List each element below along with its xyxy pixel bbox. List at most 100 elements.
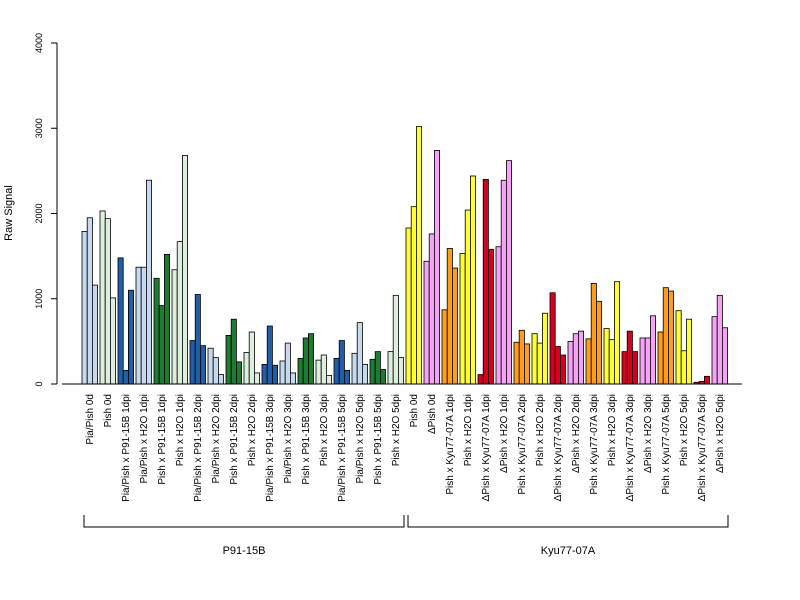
x-tick-label: Pish x H2O 1dpi [175,394,186,466]
bar [320,354,327,385]
bar [387,351,394,385]
bar [505,160,512,385]
bar [397,357,404,385]
group-label: Kyu77-07A [541,545,596,557]
x-tick-label: Pish 0d [409,394,420,427]
bar [243,352,250,385]
x-tick-label: Pish x H2O 2dpi [247,394,258,466]
bar [572,333,579,385]
bar [626,330,633,385]
bar [680,350,687,385]
bar [194,294,201,385]
bar [536,342,543,385]
bar [657,331,664,385]
bar [531,333,538,385]
bar [482,178,489,385]
bar [158,305,165,385]
bar [554,346,561,385]
x-tick-label: Pish x H2O 3dpi [319,394,330,466]
bar [560,354,567,385]
y-axis: 0 1000 2000 3000 4000 [34,33,58,387]
bar [181,155,188,385]
bar [266,325,273,385]
x-tick-label: Pish x Kyu77-07A 5dpi [661,394,672,495]
bar [343,369,350,385]
x-tick-label: ΔPish x H2O 1dpi [499,394,510,473]
bar [279,360,286,385]
x-tick-label: ΔPish x Kyu77-07A 3dpi [625,394,636,501]
group-brackets: P91-15B Kyu77-07A [83,515,729,557]
bar [495,246,502,385]
bar [405,227,412,385]
group-bracket [407,515,729,528]
bar [284,342,291,385]
y-tick-label: 3000 [34,118,44,138]
bar [603,328,610,385]
bar [614,281,621,385]
x-tick-label: Pish x H2O 2dpi [535,394,546,466]
bar [578,330,585,385]
y-tick-label: 2000 [34,203,44,223]
bar [415,126,422,385]
x-tick-label: Pia/Pish x H2O 1dpi [139,394,150,484]
x-tick-label: Pia/Pish x H2O 3dpi [283,394,294,484]
bar [110,297,117,385]
bar [361,363,368,385]
bar [289,372,296,385]
bar [207,347,214,385]
x-tick-label: Pia/Pish x P91-15B 5dpi [337,394,348,502]
bar [469,175,476,385]
bar [379,369,386,385]
bar [459,253,466,385]
bar [217,374,224,385]
bar [567,340,574,385]
bar [297,358,304,385]
bar [477,374,484,385]
bar [410,206,417,385]
bar [668,290,675,385]
bar [338,340,345,385]
bar [351,352,358,385]
bar [199,345,206,385]
x-tick-label: ΔPish x H2O 3dpi [643,394,654,473]
bar [644,337,651,385]
y-tick-label: 1000 [34,289,44,309]
x-tick-label: Pish x P91-15B 3dpi [301,394,312,485]
bar [171,269,178,385]
bar [686,318,693,385]
bar [302,337,309,385]
x-tick-label: ΔPish x H2O 5dpi [715,394,726,473]
bar [271,364,278,385]
bar [423,260,430,385]
bar [81,230,88,385]
bar [513,341,520,385]
y-tick-label: 0 [34,381,44,386]
x-tick-label: Pia/Pish x P91-15B 3dpi [265,394,276,502]
bar [117,257,124,385]
y-axis-label: Raw Signal [3,185,15,241]
bar [235,361,242,385]
bar [500,179,507,385]
bar [716,294,723,385]
x-tick-label: Pish x H2O 3dpi [607,394,618,466]
bar [176,241,183,385]
bar [704,375,711,385]
bar [189,340,196,385]
bar [542,312,549,385]
bar [333,358,340,385]
x-tick-label: Pia/Pish x H2O 2dpi [211,394,222,484]
bar [325,375,332,385]
x-tick-label: Pia/Pish x H2O 5dpi [355,394,366,484]
bar [722,327,729,385]
x-tick-label: Pia/Pish 0d [85,394,96,445]
bar [261,363,268,385]
bar [392,294,399,385]
bar [163,254,170,385]
x-tick-label: ΔPish x H2O 2dpi [571,394,582,473]
bars [81,126,729,385]
bar [590,282,597,385]
bar [122,369,129,385]
bar [662,287,669,385]
x-tick-label: Pish 0d [103,394,114,427]
bar [356,322,363,385]
